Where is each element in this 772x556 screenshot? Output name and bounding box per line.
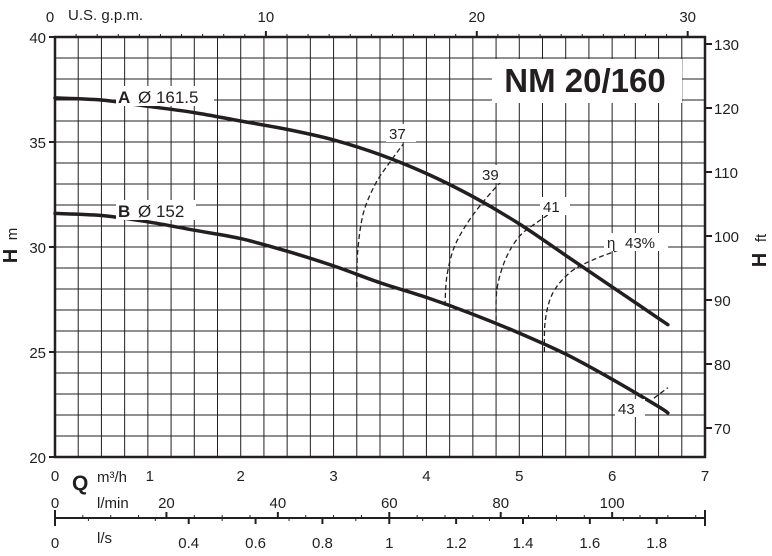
tick-label-right: 110 xyxy=(714,165,738,182)
lmin-axis-label: l/min xyxy=(97,495,129,512)
eff-43-label: 43% xyxy=(625,235,655,252)
tick-label-q: 3 xyxy=(329,468,337,485)
tick-label-right: 100 xyxy=(714,229,739,246)
svg-text:H: H xyxy=(0,249,22,263)
tick-label-ls: 0.8 xyxy=(312,535,333,552)
curve-a-label-bg xyxy=(116,86,214,106)
tick-label-right: 90 xyxy=(714,293,731,310)
efficiency-curve-41 xyxy=(495,208,557,321)
tick-label-q: 6 xyxy=(608,468,616,485)
tick-label-lmin: 60 xyxy=(381,495,398,512)
tick-label-q: 4 xyxy=(422,468,430,485)
tick-label-q: 2 xyxy=(237,468,245,485)
tick-label-top: 20 xyxy=(468,9,485,26)
tick-label-left: 40 xyxy=(29,30,46,47)
tick-label-left: 35 xyxy=(29,135,46,152)
model-title-box xyxy=(492,59,682,103)
curve-b xyxy=(53,211,670,415)
eff-37-label: 37 xyxy=(389,126,406,143)
tick-label-lmin: 80 xyxy=(492,495,509,512)
efficiency-curve-43 xyxy=(543,248,622,353)
eff-41-label-bg xyxy=(540,197,570,215)
tick-label-right: 130 xyxy=(714,37,739,54)
eff-39-label: 39 xyxy=(482,167,499,184)
tick-label-ls: 0.4 xyxy=(178,535,199,552)
efficiency-curve-39 xyxy=(444,181,502,306)
ls-axis-label: l/s xyxy=(97,530,112,547)
tick-label-top: 30 xyxy=(679,9,696,26)
eff-43-lower-label-bg xyxy=(615,399,645,417)
tick-label-lmin: 20 xyxy=(158,495,175,512)
eff-39-label-bg xyxy=(479,165,509,183)
efficiency-curve-37 xyxy=(356,143,404,287)
right-axis-label: H ft xyxy=(749,233,771,267)
tick-label-ls: 0.6 xyxy=(245,535,266,552)
tick-label-q: 0 xyxy=(51,468,59,485)
tick-label-top: 0 xyxy=(46,9,54,26)
tick-label-lmin: 40 xyxy=(270,495,287,512)
eff-43-label-bg xyxy=(604,233,668,251)
tick-label-ls: 1.6 xyxy=(579,535,600,552)
left-axis-label: H m xyxy=(0,228,22,263)
tick-label-right: 70 xyxy=(714,421,731,438)
q-axis-unit: m³/h xyxy=(97,469,127,486)
performance-curves xyxy=(53,96,670,415)
eff-41-label: 41 xyxy=(543,199,560,216)
tick-label-right: 120 xyxy=(714,101,739,118)
eff-eta-symbol: η xyxy=(607,235,615,252)
tick-label-left: 20 xyxy=(29,450,46,467)
eff-43-lower-label: 43 xyxy=(618,401,635,418)
svg-text:ft: ft xyxy=(753,233,770,242)
top-axis-label: U.S. g.p.m. xyxy=(68,7,143,24)
efficiency-curve-43 xyxy=(653,387,669,399)
eff-37-label-bg xyxy=(386,124,416,142)
curve-a-diameter: Ø 161.5 xyxy=(138,88,199,107)
tick-label-q: 1 xyxy=(146,468,154,485)
svg-text:H: H xyxy=(749,253,771,267)
tick-label-ls: 1.8 xyxy=(646,535,667,552)
tick-label-lmin: 0 xyxy=(51,495,59,512)
curve-a xyxy=(53,96,670,327)
curve-b-diameter: Ø 152 xyxy=(138,202,184,221)
curve-b-name: B xyxy=(118,202,130,221)
curve-a-name: A xyxy=(118,88,130,107)
tick-label-right: 80 xyxy=(714,357,731,374)
q-axis-letter: Q xyxy=(72,472,88,495)
tick-label-ls: 1 xyxy=(385,535,393,552)
tick-label-lmin: 100 xyxy=(600,495,625,512)
tick-label-q: 5 xyxy=(515,468,523,485)
tick-label-top: 10 xyxy=(258,9,275,26)
tick-label-left: 25 xyxy=(29,345,46,362)
tick-label-ls: 1.2 xyxy=(446,535,467,552)
tick-label-left: 30 xyxy=(29,240,46,257)
tick-label-q: 7 xyxy=(701,468,709,485)
efficiency-curves xyxy=(356,143,669,399)
axis-ticks xyxy=(49,31,712,524)
curve-b-label-bg xyxy=(116,200,196,220)
tick-label-ls: 1.4 xyxy=(513,535,534,552)
model-title: NM 20/160 xyxy=(504,62,665,99)
svg-text:m: m xyxy=(4,228,21,241)
tick-label-ls: 0 xyxy=(51,535,59,552)
